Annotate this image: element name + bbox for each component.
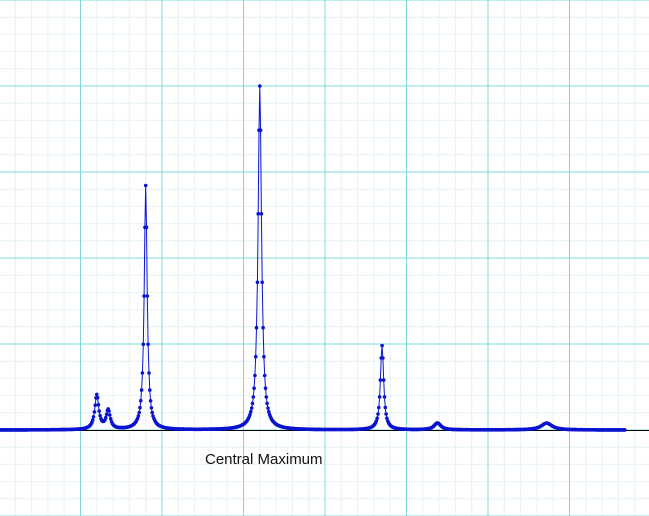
data-point xyxy=(252,386,256,391)
data-point xyxy=(256,212,261,216)
data-point xyxy=(381,378,386,382)
data-point xyxy=(150,410,154,415)
data-point xyxy=(263,386,268,391)
data-point xyxy=(91,415,96,419)
data-point xyxy=(148,399,153,403)
data-point xyxy=(139,388,144,392)
central-maximum-label: Central Maximum xyxy=(205,451,323,468)
data-point xyxy=(376,412,380,416)
data-point xyxy=(258,128,263,132)
data-point xyxy=(375,416,380,421)
data-point xyxy=(95,395,100,400)
data-point xyxy=(147,371,151,375)
data-point xyxy=(146,342,150,347)
data-point xyxy=(383,405,388,410)
data-point xyxy=(382,395,387,399)
data-point xyxy=(374,419,379,423)
data-point xyxy=(385,416,389,421)
data-point xyxy=(98,413,102,418)
data-point xyxy=(107,409,111,413)
data-point xyxy=(90,418,95,422)
data-point xyxy=(267,409,271,414)
data-point xyxy=(97,409,101,413)
data-point xyxy=(92,410,97,414)
data-point xyxy=(136,414,141,418)
data-point xyxy=(142,294,146,298)
data-point xyxy=(250,401,255,406)
data-point xyxy=(262,373,267,378)
data-point xyxy=(141,342,146,347)
data-point xyxy=(623,428,627,432)
data-point xyxy=(108,413,112,417)
data-point xyxy=(93,403,97,408)
data-point xyxy=(137,410,141,415)
data-point xyxy=(380,343,384,348)
data-point xyxy=(384,412,388,416)
data-point xyxy=(149,406,154,410)
data-point xyxy=(253,354,258,359)
data-point xyxy=(260,280,265,285)
data-point xyxy=(108,417,113,421)
data-point xyxy=(145,294,150,298)
data-point xyxy=(139,398,143,403)
data-point xyxy=(255,280,260,285)
data-point xyxy=(265,401,269,406)
data-point xyxy=(251,395,256,399)
data-point xyxy=(261,325,265,330)
data-point xyxy=(377,405,381,410)
data-point xyxy=(104,412,109,417)
data-point xyxy=(248,412,252,417)
data-point xyxy=(96,402,101,407)
data-point xyxy=(249,406,254,410)
data-point xyxy=(258,84,262,88)
data-point xyxy=(104,415,108,420)
data-point xyxy=(143,183,148,188)
data-point xyxy=(254,325,259,330)
data-point xyxy=(378,378,383,382)
data-point xyxy=(148,388,152,392)
data-point xyxy=(140,371,145,375)
data-point xyxy=(381,356,385,360)
data-point xyxy=(253,373,257,378)
data-point xyxy=(262,354,266,359)
data-point xyxy=(264,395,269,399)
data-point xyxy=(377,395,382,399)
data-point xyxy=(266,406,270,410)
data-point xyxy=(138,405,142,410)
data-point xyxy=(249,409,253,414)
data-point xyxy=(95,392,99,397)
data-point xyxy=(144,225,149,230)
data-point xyxy=(259,212,264,216)
